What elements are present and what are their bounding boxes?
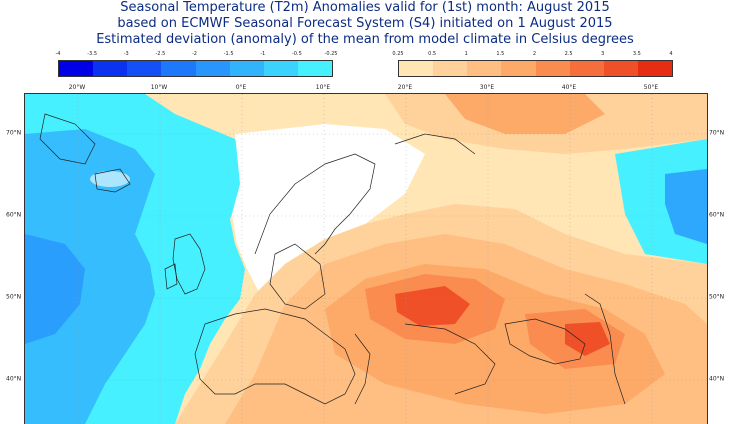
longitude-label: 50°E <box>643 84 659 91</box>
latitude-label-left: 70°N <box>6 129 22 137</box>
warm-anomaly-core-2 <box>565 322 610 356</box>
title-line-3: Estimated deviation (anomaly) of the mea… <box>96 32 634 47</box>
colorbar-swatch <box>195 61 230 76</box>
colorbar-tick-label: 3 <box>601 51 605 57</box>
coastlines <box>39 113 626 405</box>
cold-anomaly-east-core <box>665 169 707 244</box>
colorbar-swatch <box>229 61 264 76</box>
colorbar-swatch <box>93 61 128 76</box>
latitude-label-right: 50°N <box>709 293 725 301</box>
colorbar-swatch <box>297 61 332 76</box>
latitude-label-left: 50°N <box>6 293 22 301</box>
colorbar-warm <box>398 60 673 77</box>
longitude-label: 10°W <box>150 84 168 91</box>
colorbar-tick-label: 2 <box>532 51 537 57</box>
colorbar-tick-label: -3.5 <box>87 51 98 57</box>
graticule <box>25 94 707 424</box>
map-canvas <box>25 94 707 424</box>
longitude-label: 10°E <box>315 84 331 91</box>
colorbar-tick-label: 1.5 <box>496 51 505 57</box>
latitude-label-left: 60°N <box>6 211 22 219</box>
longitude-label: 0°E <box>235 84 247 91</box>
colorbar-swatch <box>127 61 162 76</box>
anomaly-map <box>24 93 708 424</box>
colorbar-tick-label: 0.5 <box>428 51 437 57</box>
colorbar-swatch <box>603 61 638 76</box>
longitude-label: 20°E <box>397 84 413 91</box>
colorbar-swatch <box>637 61 672 76</box>
colorbar-swatch <box>263 61 298 76</box>
colorbar-tick-label: 3.5 <box>632 51 641 57</box>
colorbar-tick-label: -2 <box>192 51 197 57</box>
colorbar-swatch <box>59 61 94 76</box>
latitude-label-right: 40°N <box>709 375 725 383</box>
colorbar-tick-label: 1 <box>464 51 468 57</box>
colorbar-tick-label: 0.25 <box>392 51 404 57</box>
colorbar-tick-label: -0.5 <box>291 51 302 57</box>
warm-anomaly-north-2 <box>445 94 605 134</box>
colorbar-swatch <box>399 61 434 76</box>
colorbar-cold <box>58 60 333 77</box>
cold-core-small <box>90 171 130 187</box>
longitude-label: 40°E <box>561 84 577 91</box>
title-line-1: Seasonal Temperature (T2m) Anomalies val… <box>120 0 610 15</box>
cold-anomaly-atlantic-core <box>25 234 85 344</box>
cold-anomaly-atlantic-mid <box>25 129 155 424</box>
colorbar-swatch <box>433 61 468 76</box>
colorbar-swatch <box>569 61 604 76</box>
colorbar-tick-label: -1 <box>260 51 266 57</box>
colorbar-tick-label: -2.5 <box>155 51 166 57</box>
colorbar-tick-label: 2.5 <box>564 51 573 57</box>
colorbar-tick-label: -3 <box>123 51 129 57</box>
title-line-2: based on ECMWF Seasonal Forecast System … <box>117 16 613 31</box>
colorbar-tick-label: -4 <box>55 51 61 57</box>
colorbar-tick-label: -0.25 <box>324 51 338 57</box>
colorbar-swatch <box>161 61 196 76</box>
colorbar-tick-label: 4 <box>669 51 673 57</box>
longitude-label: 30°E <box>479 84 495 91</box>
longitude-label: 20°W <box>68 84 86 91</box>
latitude-label-left: 40°N <box>6 375 22 383</box>
colorbar-tick-label: -1.5 <box>223 51 234 57</box>
colorbar-swatch <box>535 61 570 76</box>
colorbar-swatch <box>467 61 502 76</box>
latitude-label-right: 60°N <box>709 211 725 219</box>
colorbar-swatch <box>501 61 536 76</box>
warm-anomaly-core <box>395 286 470 326</box>
latitude-label-right: 70°N <box>709 129 725 137</box>
